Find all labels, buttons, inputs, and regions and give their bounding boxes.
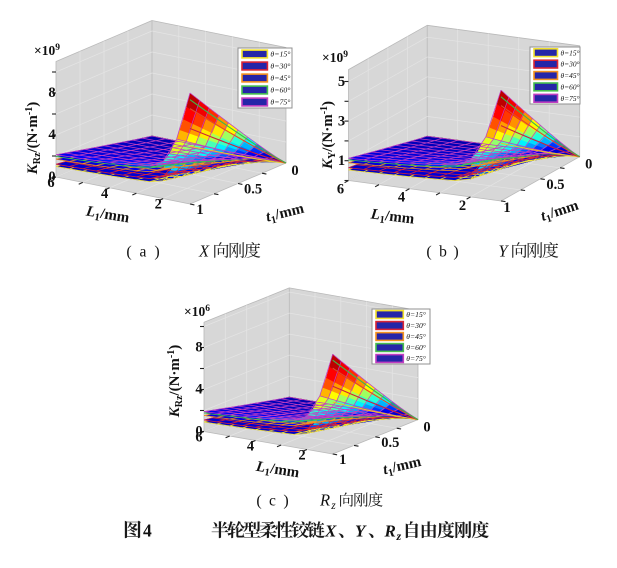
svg-text:θ=75°: θ=75° (561, 94, 580, 103)
svg-text:θ=75°: θ=75° (270, 98, 290, 107)
svg-text:0: 0 (291, 163, 298, 179)
svg-text:5: 5 (338, 74, 345, 90)
svg-text:8: 8 (48, 85, 55, 101)
svg-text:0.5: 0.5 (244, 182, 262, 198)
svg-text:4: 4 (195, 382, 202, 398)
svg-text:6: 6 (47, 175, 54, 191)
svg-text:Y: Y (355, 522, 367, 541)
svg-text:×109: ×109 (322, 50, 348, 65)
svg-text:×106: ×106 (184, 304, 210, 319)
svg-text:θ=60°: θ=60° (270, 86, 290, 95)
svg-text:θ=75°: θ=75° (406, 354, 426, 363)
svg-text:4: 4 (247, 439, 254, 455)
svg-text:L1/mm: L1/mm (84, 203, 131, 228)
svg-text:0: 0 (423, 420, 430, 436)
svg-text:1: 1 (196, 202, 203, 218)
svg-text:×109: ×109 (34, 43, 60, 58)
svg-text:θ=15°: θ=15° (561, 48, 580, 57)
svg-text:): ) (154, 244, 159, 261)
svg-text:): ) (453, 244, 458, 261)
svg-text:): ) (283, 493, 288, 510)
svg-text:a: a (140, 244, 147, 261)
svg-text:t1/mm: t1/mm (381, 454, 423, 480)
svg-text:0.5: 0.5 (381, 435, 399, 451)
svg-text:KRz/(N·m-1): KRz/(N·m-1) (24, 102, 43, 176)
svg-text:2: 2 (459, 198, 466, 214)
svg-text:θ=15°: θ=15° (270, 50, 290, 59)
svg-text:KRz/(N·m-1): KRz/(N·m-1) (166, 345, 185, 419)
svg-text:c: c (269, 493, 276, 510)
svg-text:L1/mm: L1/mm (369, 206, 416, 229)
svg-text:1: 1 (503, 200, 510, 216)
svg-text:3: 3 (338, 114, 345, 130)
svg-text:θ=30°: θ=30° (270, 62, 290, 71)
svg-text:θ=45°: θ=45° (406, 332, 426, 341)
svg-text:1: 1 (338, 153, 345, 169)
svg-text:θ=15°: θ=15° (406, 310, 426, 319)
svg-text:R: R (384, 522, 396, 541)
svg-text:θ=45°: θ=45° (561, 71, 580, 80)
svg-text:0.5: 0.5 (546, 177, 564, 193)
svg-text:X: X (198, 242, 210, 261)
svg-text:8: 8 (195, 340, 202, 356)
svg-text:L1/mm: L1/mm (254, 459, 301, 484)
svg-text:0: 0 (585, 157, 592, 173)
svg-text:6: 6 (195, 430, 202, 446)
svg-text:t1/mm: t1/mm (264, 201, 306, 228)
svg-text:θ=30°: θ=30° (561, 60, 580, 69)
svg-text:4: 4 (398, 190, 405, 206)
svg-text:θ=45°: θ=45° (270, 74, 290, 83)
svg-text:2: 2 (155, 197, 162, 213)
svg-text:4: 4 (101, 186, 108, 202)
svg-text:R: R (319, 491, 330, 510)
svg-text:z: z (396, 529, 402, 543)
svg-text:(: ( (256, 493, 261, 510)
svg-text:(: ( (426, 244, 431, 261)
svg-text:1: 1 (339, 452, 346, 468)
svg-text:b: b (439, 244, 447, 261)
svg-text:KY/(N·m-1): KY/(N·m-1) (319, 101, 338, 170)
svg-text:z: z (330, 500, 336, 512)
svg-text:4: 4 (48, 127, 55, 143)
svg-text:2: 2 (298, 448, 305, 464)
svg-text:0: 0 (195, 424, 202, 440)
svg-text:6: 6 (337, 182, 344, 198)
svg-text:(: ( (126, 244, 131, 261)
svg-text:0: 0 (48, 169, 55, 185)
svg-text:X: X (324, 522, 337, 541)
svg-text:θ=30°: θ=30° (406, 321, 426, 330)
svg-text:Y: Y (498, 242, 509, 261)
svg-text:θ=60°: θ=60° (406, 343, 426, 352)
svg-text:4: 4 (143, 521, 152, 541)
svg-text:θ=60°: θ=60° (561, 83, 580, 92)
